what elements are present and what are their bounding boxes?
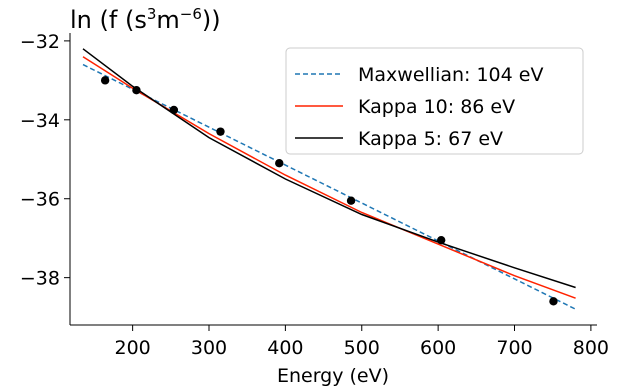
legend-box [285, 47, 584, 155]
data-point [275, 159, 284, 168]
x-tick-label: 800 [573, 337, 609, 359]
title-mid: m [156, 6, 179, 34]
legend-label-kappa-5: Kappa 5: 67 eV [358, 128, 503, 150]
x-ticks: 200 300 400 500 600 700 800 [114, 325, 609, 359]
title-sup-3: 3 [147, 5, 157, 23]
data-point [132, 86, 141, 95]
chart-title: ln (f (s3m−6)) [70, 5, 221, 34]
data-points [100, 76, 558, 306]
x-tick-label: 400 [267, 337, 303, 359]
y-tick-label: −38 [20, 268, 60, 290]
title-sup-neg6: −6 [180, 5, 202, 23]
y-ticks: −32 −34 −36 −38 [20, 31, 70, 290]
x-tick-label: 700 [496, 337, 532, 359]
legend-items: Maxwellian: 104 eV Kappa 10: 86 eV Kappa 5… [295, 64, 543, 150]
series-layer [82, 48, 576, 310]
x-tick-label: 500 [344, 337, 380, 359]
legend-label-maxwellian: Maxwellian: 104 eV [358, 64, 543, 86]
series-line-maxwellian [82, 63, 576, 310]
legend-label-kappa-10: Kappa 10: 86 eV [358, 96, 515, 118]
x-axis-title: Energy (eV) [277, 365, 389, 387]
data-point [549, 297, 558, 306]
series-line-kappa-10 [82, 56, 576, 299]
data-point [100, 76, 110, 85]
x-tick-label: 300 [191, 337, 227, 359]
data-point [436, 235, 446, 245]
y-tick-label: −36 [20, 189, 60, 211]
data-point [216, 127, 225, 136]
series-line-kappa-5 [82, 48, 576, 289]
data-point [346, 196, 356, 205]
x-tick-label: 600 [420, 337, 456, 359]
data-point [169, 105, 179, 115]
legend: Maxwellian: 104 eV Kappa 10: 86 eV Kappa 5… [285, 47, 584, 155]
y-tick-label: −32 [20, 31, 60, 53]
y-tick-label: −34 [20, 110, 60, 132]
title-suffix: )) [202, 6, 221, 34]
title-prefix: ln (f (s [70, 6, 147, 34]
x-tick-label: 200 [114, 337, 150, 359]
